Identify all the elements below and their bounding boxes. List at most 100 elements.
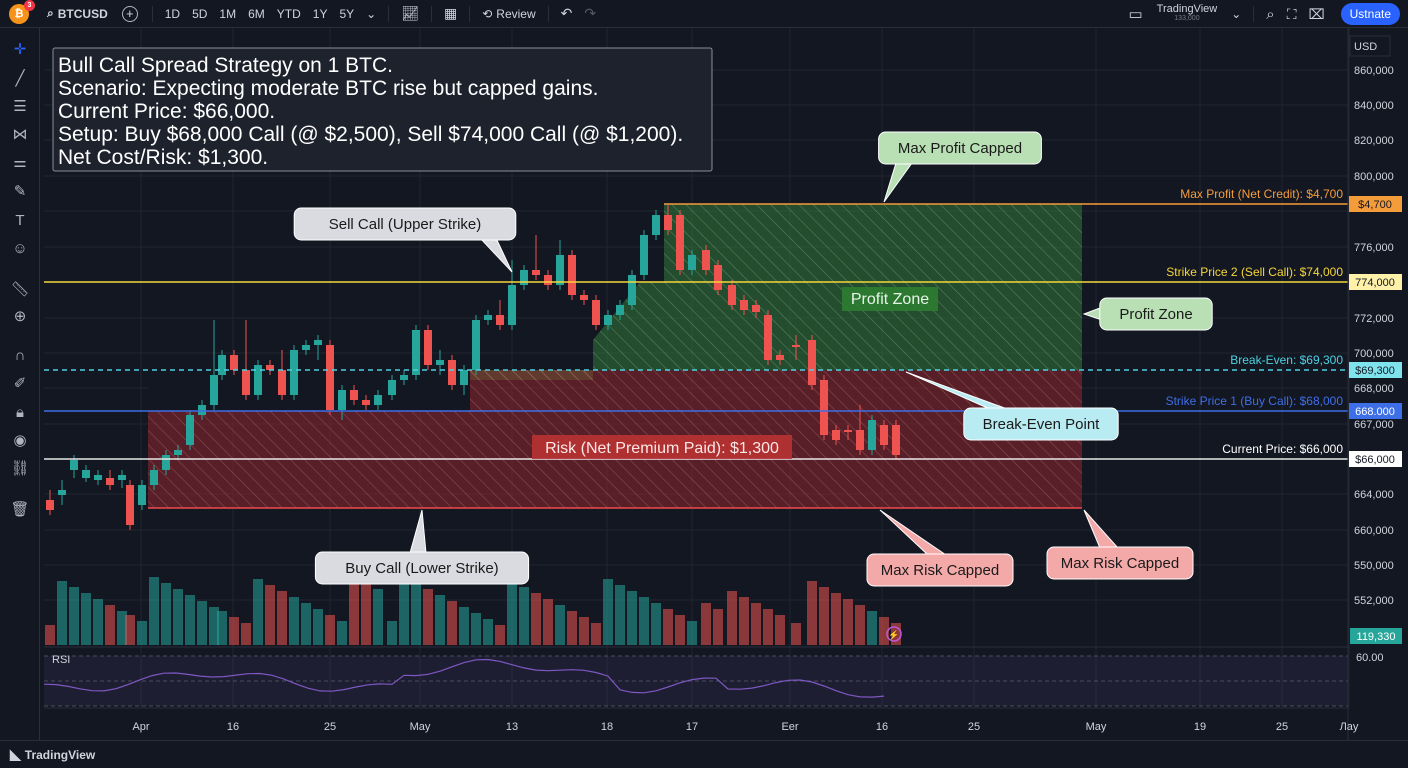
search-icon: ⌕ (47, 6, 54, 20)
timeframe-6m[interactable]: 6M (248, 6, 265, 21)
trendline-icon[interactable]: ╱ (15, 70, 25, 87)
timeframe-1y[interactable]: 1Y (312, 6, 328, 21)
brush-icon[interactable]: ✎ (13, 183, 27, 200)
price-level-label: Max Profit (Net Credit): $4,700 (1180, 187, 1343, 201)
price-label: 772,000 (1354, 313, 1394, 325)
time-label: 25 (1276, 721, 1288, 733)
price-label: 820,000 (1354, 135, 1394, 147)
toolbar-right: ▭ TradingView 133,000 ⌄ ⌕ ⛶ ⌧ Ustnate (1122, 0, 1408, 28)
window-icon[interactable]: ▭ (1128, 6, 1143, 23)
alert-icon[interactable]: ⚡ (886, 626, 902, 642)
lock-drawing-icon[interactable]: ✐ (13, 375, 27, 392)
time-label: Apr (132, 721, 149, 733)
fullscreen-icon[interactable]: ⛶ (1286, 5, 1297, 22)
horizontal-lines-icon[interactable]: ☰ (13, 98, 27, 115)
currency-label: USD (1354, 41, 1377, 53)
timeframe-1d[interactable]: 1D (164, 6, 181, 21)
info-line-4: Setup: Buy $68,000 Call (@ $2,500), Sell… (58, 123, 683, 146)
time-label: Лay (1340, 721, 1359, 733)
price-label: 660,000 (1354, 525, 1394, 537)
volume-tag: 119,330 (1357, 631, 1396, 643)
ruler-icon[interactable]: 📏︎ (10, 281, 30, 298)
price-level-tag (1349, 403, 1402, 419)
chevron-down-icon[interactable]: ⌄ (1231, 7, 1242, 21)
time-label: May (1086, 721, 1107, 733)
callout-text: Max Profit Capped (898, 140, 1022, 157)
top-toolbar: ₿ 3 ⌕ BTCUSD + 1D 5D 1M 6M YTD 1Y 5Y ⌄ 📈︎ ▦ ⟲ Rev… (0, 0, 1408, 28)
divider (388, 5, 390, 22)
review-button[interactable]: ⟲ Review (476, 7, 541, 21)
callout-box (293, 207, 517, 241)
rsi-line (43, 658, 885, 698)
price-level-label: Current Price: $66,000 (1222, 442, 1343, 456)
trash-icon[interactable]: 🗑︎ (10, 501, 30, 518)
callout-box (314, 551, 530, 585)
notification-badge: 3 (24, 0, 35, 11)
rsi-label: RSI (52, 654, 70, 666)
rsi-tag: 60.00 (1356, 652, 1384, 664)
risk-zone-cover (148, 370, 470, 411)
callout-text: Break-Even Point (983, 416, 1101, 433)
time-label: 17 (686, 721, 698, 733)
camera-icon[interactable]: ⌧ (1308, 5, 1325, 22)
profit-zone-area (470, 204, 1082, 380)
account-title: TradingView (1156, 3, 1218, 15)
zoom-icon[interactable]: ⊕ (13, 308, 27, 325)
search-icon[interactable]: ⌕ (1266, 5, 1275, 23)
timeframe-5y[interactable]: 5Y (339, 6, 355, 21)
price-level-tag-text: $69,300 (1355, 365, 1395, 377)
svg-text:Risk (Net Premium Paid): $1,30: Risk (Net Premium Paid): $1,300 (545, 440, 779, 457)
price-level-label: Break-Even: $69,300 (1230, 353, 1343, 367)
price-level-tag-text: $4,700 (1358, 199, 1392, 211)
price-chart[interactable]: Max Profit (Net Credit): $4,700 $4,700 Str… (0, 0, 1408, 740)
bitcoin-logo-icon[interactable]: ₿ 3 (9, 0, 35, 24)
price-label: 800,000 (1354, 171, 1394, 183)
price-label: 552,000 (1354, 595, 1394, 607)
timeframe-5d[interactable]: 5D (192, 6, 208, 21)
fib-icon[interactable]: ⚌ (13, 154, 27, 171)
info-line-5: Net Cost/Risk: $1,300. (58, 146, 268, 169)
footer-label: TradingView (24, 747, 96, 762)
callout-box (1099, 297, 1213, 331)
price-axis[interactable]: USD 860,000 840,000 820,000 800,000 776,000 7… (1347, 28, 1402, 740)
lock-icon[interactable]: 🔒︎ (16, 404, 24, 421)
info-line-1: Bull Call Spread Strategy on 1 BTC. (58, 54, 393, 77)
time-label: 18 (601, 721, 613, 733)
timeframe-group: 1D 5D 1M 6M YTD 1Y 5Y (159, 7, 360, 21)
tradingview-logo[interactable]: ◣ TradingView (10, 746, 95, 763)
callouts: Max Profit Capped Sell Call (Upper Strike… (293, 131, 1213, 587)
time-label: 16 (227, 721, 239, 733)
price-label: 840,000 (1354, 100, 1394, 112)
divider (1253, 6, 1255, 22)
price-level-tag (1349, 196, 1402, 212)
price-label: 664,000 (1354, 489, 1394, 501)
symbol-search[interactable]: ⌕ BTCUSD (41, 6, 114, 21)
undo-icon[interactable]: ↶ (560, 5, 573, 21)
callout-text: Max Risk Capped (881, 562, 999, 579)
info-line-3: Current Price: $66,000. (58, 100, 275, 123)
compare-plus-icon[interactable]: + (121, 5, 138, 22)
time-label: 25 (324, 721, 336, 733)
tradingview-account[interactable]: TradingView 133,000 (1157, 4, 1218, 24)
chart-type-icon[interactable]: 📈︎ (401, 5, 419, 21)
time-axis[interactable]: Apr 16 25 May 13 18 17 Eer 16 25 May 19 25 Лay (44, 707, 1359, 733)
redo-icon[interactable]: ↷ (584, 5, 597, 21)
link-icon[interactable]: ⛓︎ (10, 460, 30, 477)
account-subtitle: 133,000 (1174, 15, 1200, 22)
text-icon[interactable]: T (15, 212, 25, 229)
time-label: Eer (781, 721, 798, 733)
layout-grid-icon[interactable]: ▦ (443, 5, 458, 21)
crosshair-icon[interactable]: ✛ (13, 41, 27, 58)
time-label: May (410, 721, 431, 733)
eye-icon[interactable]: ◉ (13, 432, 27, 449)
pattern-icon[interactable]: ⋈ (12, 126, 28, 143)
magnet-icon[interactable]: ∩ (14, 347, 26, 364)
range-dropdown-chevron-icon[interactable]: ⌄ (366, 6, 377, 21)
time-label: 25 (968, 721, 980, 733)
timeframe-1m[interactable]: 1M (219, 6, 237, 21)
timeframe-ytd[interactable]: YTD (276, 6, 301, 21)
divider (469, 5, 471, 22)
publish-button[interactable]: Ustnate (1340, 3, 1400, 25)
emoji-icon[interactable]: ☺ (12, 240, 28, 257)
volume-bars (45, 577, 901, 645)
